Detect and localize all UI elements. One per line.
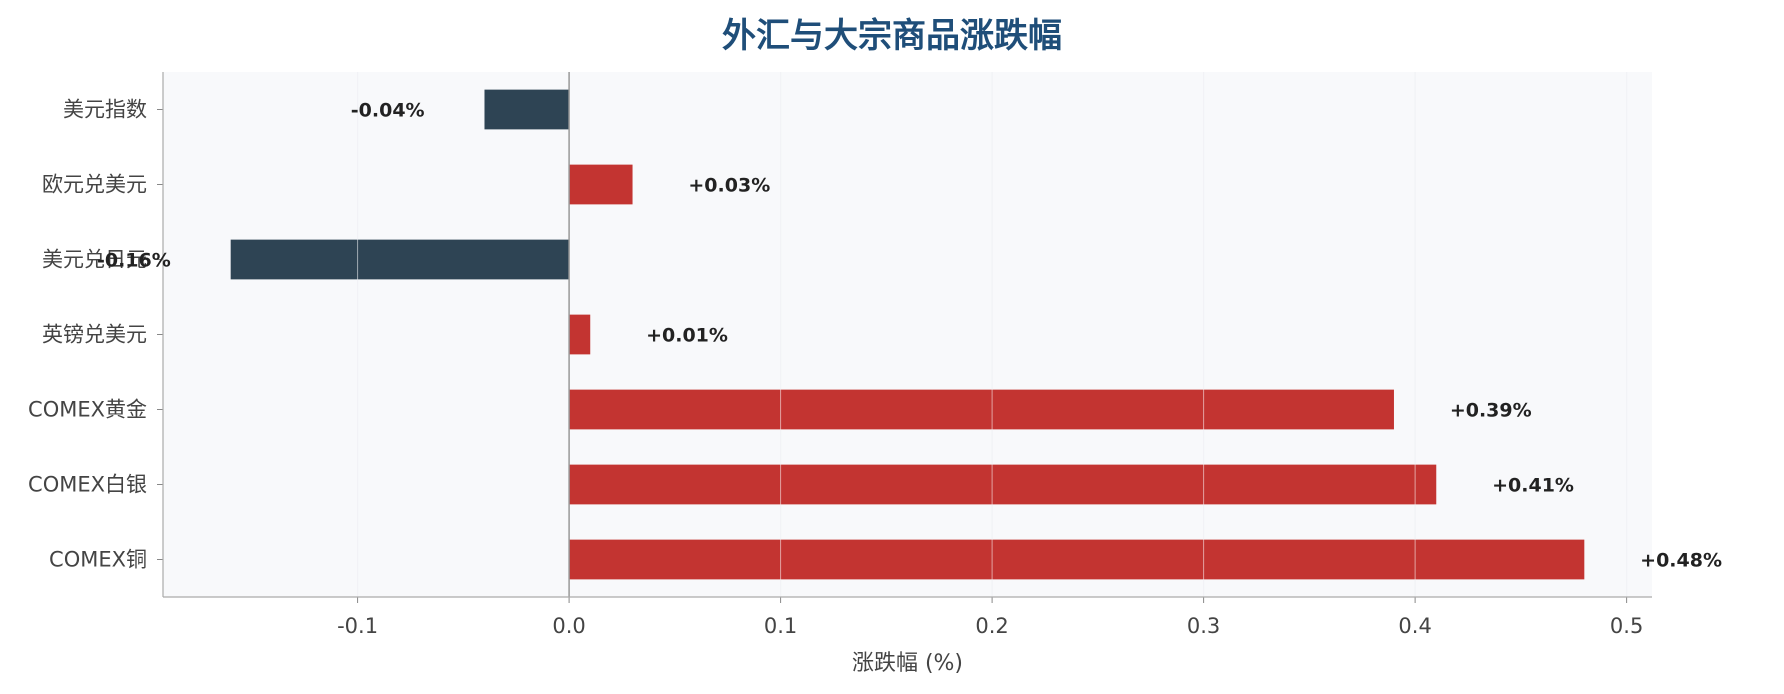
data-label: +0.41% xyxy=(1492,475,1574,497)
bar xyxy=(569,314,591,355)
data-label: +0.48% xyxy=(1640,550,1722,572)
category-label: COMEX黄金 xyxy=(28,398,147,422)
x-tick-label: 0.1 xyxy=(764,614,797,638)
bar xyxy=(569,539,1585,580)
category-label: 欧元兑美元 xyxy=(42,173,147,197)
plot-area xyxy=(163,72,1652,597)
category-label: 美元兑日元 xyxy=(42,248,147,272)
x-tick-label: 0.5 xyxy=(1610,614,1643,638)
x-tick-label: 0.3 xyxy=(1187,614,1220,638)
bar xyxy=(230,239,570,280)
category-label: COMEX铜 xyxy=(49,548,147,572)
data-label: +0.03% xyxy=(688,175,770,197)
bar xyxy=(569,164,633,205)
x-tick-label: 0.2 xyxy=(975,614,1008,638)
bar xyxy=(569,464,1437,505)
x-tick-label: 0.0 xyxy=(552,614,585,638)
category-label: COMEX白银 xyxy=(28,473,147,497)
chart-title: 外汇与大宗商品涨跌幅 xyxy=(722,16,1062,56)
bar xyxy=(569,389,1394,430)
x-axis-title: 涨跌幅 (%) xyxy=(852,651,963,676)
x-tick-label: 0.4 xyxy=(1398,614,1431,638)
axes xyxy=(157,72,1652,603)
category-label: 英镑兑美元 xyxy=(42,323,147,347)
category-label: 美元指数 xyxy=(63,98,147,122)
data-label: -0.04% xyxy=(351,100,425,122)
labels: -0.1 0.0 0.1 0.2 0.3 0.4 0.5 美元指数 -0.04% 欧元兑美元 +0.… xyxy=(28,98,1722,639)
data-label: +0.39% xyxy=(1450,400,1532,422)
data-label: -0.16% xyxy=(97,250,171,272)
data-label: +0.01% xyxy=(646,325,728,347)
x-tick-label: -0.1 xyxy=(337,614,378,638)
bar xyxy=(484,89,570,130)
bars xyxy=(230,89,1585,580)
